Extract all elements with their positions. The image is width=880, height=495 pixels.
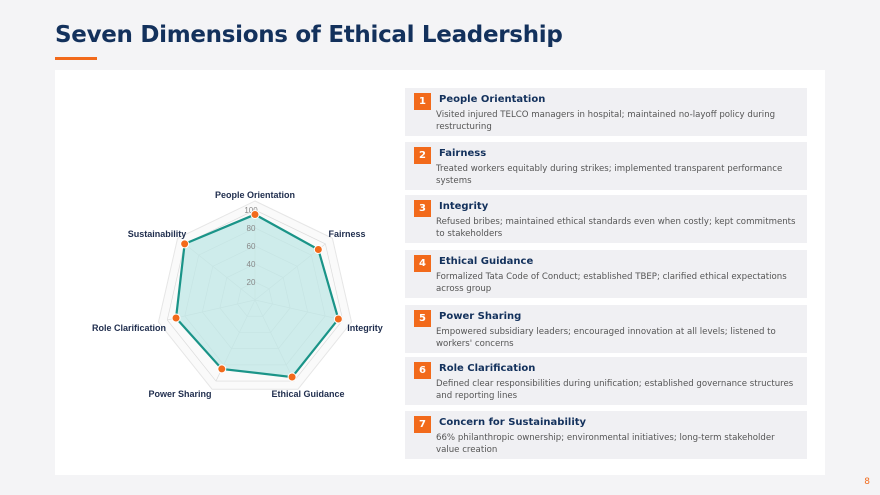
dimension-card: 7 Concern for Sustainability 66% philant… [405,411,807,459]
radar-axis-label: People Orientation [215,190,295,200]
radar-axis-label: Sustainability [128,229,187,239]
item-title: Ethical Guidance [439,256,534,267]
dimension-card: 5 Power Sharing Empowered subsidiary lea… [405,305,807,353]
item-description: Formalized Tata Code of Conduct; establi… [436,272,787,294]
radar-data-point [333,314,343,324]
item-number-badge: 7 [414,416,431,433]
radar-tick-label: 20 [247,278,256,287]
radar-axis-label: Role Clarification [92,323,166,333]
dimension-card: 6 Role Clarification Defined clear respo… [405,357,807,405]
item-number-badge: 1 [414,93,431,110]
dimension-card: 4 Ethical Guidance Formalized Tata Code … [405,250,807,298]
radar-tick-label: 100 [244,206,258,215]
item-description: Defined clear responsibilities during un… [436,379,794,401]
radar-grid-ring [166,209,344,382]
radar-data-point [217,364,227,374]
item-number-badge: 5 [414,310,431,327]
item-description: Empowered subsidiary leaders; encouraged… [436,327,776,349]
radar-data-point [180,239,190,249]
item-number-badge: 6 [414,362,431,379]
item-title: Power Sharing [439,311,522,322]
item-title: Role Clarification [439,363,536,374]
radar-axis-label: Ethical Guidance [271,389,344,399]
item-number-badge: 3 [414,200,431,217]
radar-tick-label: 60 [247,242,256,251]
radar-data-point [313,244,323,254]
item-title: Integrity [439,201,489,212]
item-title: People Orientation [439,94,546,105]
item-title: Concern for Sustainability [439,417,587,428]
dimension-card: 1 People Orientation Visited injured TEL… [405,88,807,136]
item-description: Refused bribes; maintained ethical stand… [436,217,796,239]
item-number-badge: 2 [414,147,431,164]
item-number-badge: 4 [414,255,431,272]
radar-tick-label: 80 [247,224,256,233]
item-title: Fairness [439,148,487,159]
title-underline [55,57,97,60]
page-title: Seven Dimensions of Ethical Leadership [55,22,563,48]
radar-tick-label: 40 [247,260,256,269]
radar-data-point [171,313,181,323]
item-description: Treated workers equitably during strikes… [436,164,783,186]
item-description: Visited injured TELCO managers in hospit… [436,110,776,132]
radar-series-area [174,213,340,379]
dimension-card: 3 Integrity Refused bribes; maintained e… [405,195,807,243]
item-description: 66% philanthropic ownership; environment… [436,433,775,455]
radar-axis-label: Power Sharing [148,389,211,399]
dimension-card: 2 Fairness Treated workers equitably dur… [405,142,807,190]
page-number: 8 [864,477,870,487]
radar-axis-label: Fairness [328,229,365,239]
radar-data-point [250,210,260,219]
radar-chart: 20 40 60 80 100 People Orientation Fairness Int… [92,190,383,399]
radar-data-point [287,372,297,382]
radar-axis-label: Integrity [347,323,383,333]
